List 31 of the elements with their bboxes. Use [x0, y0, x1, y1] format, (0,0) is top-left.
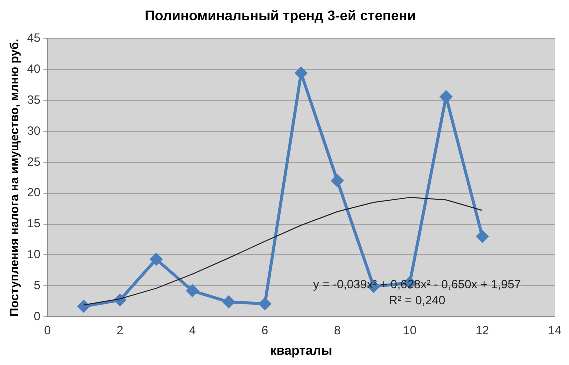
y-tick-label: 45	[27, 31, 42, 46]
point	[332, 174, 344, 187]
point	[78, 300, 90, 312]
y-tick-label: 0	[34, 309, 42, 324]
x-tick-label: 4	[189, 324, 196, 338]
point	[295, 67, 308, 80]
point	[440, 90, 452, 103]
y-tick-label: 25	[27, 154, 42, 169]
x-tick-label: 6	[262, 324, 269, 338]
x-tick-label: 10	[403, 324, 418, 338]
y-tick-label: 35	[27, 92, 42, 107]
annotation: R² = 0,240	[389, 294, 446, 308]
y-axis-title: Поступления налога на имущество, млню руб.	[8, 39, 22, 317]
point	[222, 296, 235, 308]
point	[186, 285, 199, 298]
x-tick-label: 0	[44, 324, 52, 338]
point	[476, 230, 489, 243]
y-tick-label: 30	[27, 124, 42, 138]
y-tick-label: 10	[27, 247, 42, 262]
y-tick-label: 20	[27, 186, 42, 200]
x-axis-title: кварталы	[270, 342, 333, 358]
point	[150, 254, 162, 266]
x-tick-label: 8	[334, 324, 342, 338]
x-tick-label: 2	[116, 324, 124, 338]
point	[259, 298, 272, 310]
y-tick-label: 5	[34, 278, 42, 292]
y-tick-label: 15	[27, 216, 42, 231]
x-tick-label: 14	[548, 324, 562, 338]
chart-title: Полиноминальный тренд 3-ей степени	[144, 7, 416, 24]
y-tick-label: 40	[27, 62, 42, 76]
x-tick-label: 12	[476, 324, 490, 338]
